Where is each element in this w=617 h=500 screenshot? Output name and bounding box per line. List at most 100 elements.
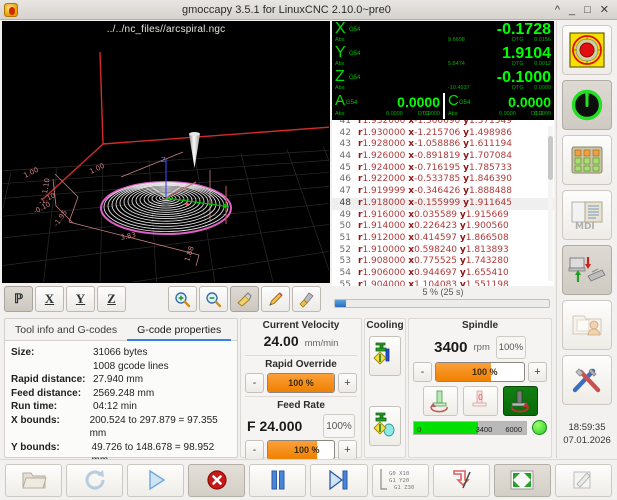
gcode-line-text: r1.908000 x0.775525 y1.743280 bbox=[358, 256, 509, 267]
gcode-line[interactable]: 52 r1.910000 x0.598240 y1.813893 bbox=[332, 245, 554, 257]
optional-stop-icon bbox=[453, 470, 471, 489]
stop-program-button[interactable] bbox=[188, 463, 246, 497]
view-y-button[interactable]: Y bbox=[66, 286, 95, 312]
gcode-line-text: r1.932000 x-1.360690 y1.371549 bbox=[358, 119, 512, 126]
digital-readout[interactable]: X G54 -0.1728 Abs 9.6698 DTG 0.0156 Y G5… bbox=[332, 21, 554, 119]
gcode-3d-preview[interactable]: 1.00 1.00 1.10 -1.10 -0.10 -1.95 3.83 1.… bbox=[2, 21, 330, 283]
mdi-mode-button[interactable]: MDI bbox=[562, 190, 612, 240]
gcode-line[interactable]: 50 r1.914000 x0.226423 y1.900560 bbox=[332, 221, 554, 233]
linuxcnc-logo-icon bbox=[4, 2, 18, 17]
window-close-button[interactable]: ✕ bbox=[599, 3, 609, 16]
view-p-button[interactable]: ℙ bbox=[4, 286, 33, 312]
spindle-speed-bar-fill bbox=[414, 421, 478, 434]
clear-plot-button[interactable] bbox=[292, 286, 321, 312]
gcode-line[interactable]: 43 r1.928000 x-1.058886 y1.611194 bbox=[332, 139, 554, 151]
open-file-button[interactable] bbox=[5, 463, 63, 497]
block-delete-button[interactable]: G0 X10 G1 Y20 G1 Z30 bbox=[371, 463, 429, 497]
gcode-scrollbar[interactable] bbox=[548, 126, 553, 281]
gcode-line-text: r1.912000 x0.414597 y1.866508 bbox=[358, 232, 509, 243]
gcode-line[interactable]: 47 r1.919999 x-0.346426 y1.888488 bbox=[332, 186, 554, 198]
gcode-line[interactable]: 51 r1.912000 x0.414597 y1.866508 bbox=[332, 233, 554, 245]
dro-row-y[interactable]: Y G54 1.9104 Abs 5.8474 DTG 0.0012 bbox=[332, 44, 554, 69]
zoom-in-button[interactable] bbox=[168, 286, 197, 312]
mist-coolant-button[interactable] bbox=[369, 406, 401, 446]
gcode-scrollbar-thumb[interactable] bbox=[548, 136, 553, 180]
edit-file-button[interactable] bbox=[261, 286, 290, 312]
cooling-panel: Cooling bbox=[364, 318, 406, 458]
view-z-button[interactable]: Z bbox=[97, 286, 126, 312]
view-x-button[interactable]: X bbox=[35, 286, 64, 312]
gcode-line[interactable]: 54 r1.906000 x0.944697 y1.655410 bbox=[332, 268, 554, 280]
manual-mode-button[interactable] bbox=[562, 135, 612, 185]
spindle-percent-box[interactable]: 100% bbox=[495, 335, 526, 359]
gcode-line[interactable]: 42 r1.930000 x-1.215706 y1.498986 bbox=[332, 128, 554, 140]
flood-coolant-button[interactable] bbox=[369, 336, 401, 376]
zoom-out-button[interactable] bbox=[199, 286, 228, 312]
settings-button[interactable] bbox=[562, 355, 612, 405]
dimension-tool-icon bbox=[237, 291, 252, 307]
spindle-bar-max: 6000 bbox=[505, 424, 522, 434]
tab-gcode-properties[interactable]: G-code properties bbox=[127, 319, 231, 341]
gcode-line[interactable]: 48 r1.918000 x-0.155999 y1.911645 bbox=[332, 197, 554, 210]
show-dimensions-button[interactable] bbox=[230, 286, 259, 312]
gcode-line[interactable]: 53 r1.908000 x0.775525 y1.743280 bbox=[332, 256, 554, 268]
estop-button[interactable] bbox=[562, 25, 612, 75]
feed-rate-percent-box[interactable]: 100% bbox=[323, 414, 355, 438]
spindle-override-minus-button[interactable]: - bbox=[413, 362, 432, 382]
feed-override-slider[interactable]: 100 % bbox=[267, 440, 335, 460]
step-program-button[interactable] bbox=[310, 463, 368, 497]
spindle-direction-row: 0 bbox=[409, 383, 551, 416]
feed-override-plus-button[interactable]: + bbox=[338, 440, 357, 460]
spindle-stop-button[interactable]: 0 bbox=[462, 386, 498, 416]
dro-axis-c-dtg-label: DTG bbox=[531, 111, 543, 117]
dro-rotary-axes: A G54 0.0000 Abs 0.0000 DTG 0.0000 C G54… bbox=[332, 92, 554, 119]
auto-mode-button[interactable] bbox=[562, 245, 612, 295]
gcode-line[interactable]: 44 r1.926000 x-0.891819 y1.707084 bbox=[332, 151, 554, 163]
gcode-line-text: r1.924000 x-0.716195 y1.785733 bbox=[358, 162, 512, 173]
feed-override-minus-button[interactable]: - bbox=[245, 440, 264, 460]
gcode-line[interactable]: 55 r1.904000 x1.104083 y1.551198 bbox=[332, 280, 554, 286]
gcode-line-text: r1.926000 x-0.891819 y1.707084 bbox=[358, 151, 512, 162]
reload-file-button[interactable] bbox=[66, 463, 124, 497]
dro-row-x[interactable]: X G54 -0.1728 Abs 9.6698 DTG 0.0156 bbox=[332, 21, 554, 45]
spindle-override-slider[interactable]: 100 % bbox=[435, 362, 525, 382]
dro-axis-c-letter: C bbox=[448, 92, 459, 109]
spindle-ccw-button[interactable] bbox=[422, 386, 458, 416]
gcode-line[interactable]: 46 r1.922000 x-0.533785 y1.846390 bbox=[332, 174, 554, 186]
rapid-override-slider[interactable]: 100 % bbox=[267, 373, 335, 393]
edit-gcode-button[interactable] bbox=[554, 463, 612, 497]
gcode-line[interactable]: 49 r1.916000 x0.035589 y1.915669 bbox=[332, 210, 554, 222]
dro-axis-x-offset: G54 bbox=[349, 27, 361, 33]
dro-row-z[interactable]: Z G54 -0.1000 Abs -10.4937 DTG 0.0000 bbox=[332, 68, 554, 93]
dro-axis-x-abs-value: 9.6698 bbox=[448, 37, 465, 43]
optional-stop-button[interactable] bbox=[432, 463, 490, 497]
gcode-line-text: r1.922000 x-0.533785 y1.846390 bbox=[358, 174, 512, 185]
rapid-override-fill bbox=[268, 374, 334, 392]
dro-axis-a-offset: G54 bbox=[346, 100, 358, 106]
info-panel: Tool info and G-codes G-code properties … bbox=[4, 318, 238, 493]
gcode-source-list[interactable]: 41 r1.932000 x-1.360690 y1.371549 42 r1.930… bbox=[332, 119, 554, 286]
spindle-cw-button[interactable] bbox=[502, 386, 538, 416]
dro-row-c[interactable]: C G54 0.0000 Abs 0.0000 DTG 0.0000 bbox=[443, 92, 554, 119]
window-minimize-button[interactable]: _ bbox=[569, 3, 576, 16]
rapid-override-plus-button[interactable]: + bbox=[338, 373, 357, 393]
pause-program-button[interactable] bbox=[249, 463, 307, 497]
user-tabs-button[interactable] bbox=[562, 300, 612, 350]
window-maximize-button[interactable]: ^ bbox=[554, 3, 560, 16]
fullscreen-button[interactable] bbox=[493, 463, 551, 497]
gcode-property-value: 27.940 mm bbox=[93, 374, 144, 385]
dro-row-a[interactable]: A G54 0.0000 Abs 0.0000 DTG 0.0000 bbox=[332, 92, 443, 119]
svg-text:0: 0 bbox=[478, 393, 483, 402]
gcode-line[interactable]: 45 r1.924000 x-0.716195 y1.785733 bbox=[332, 163, 554, 175]
dro-axis-y-letter: Y bbox=[335, 44, 346, 61]
rapid-override-minus-button[interactable]: - bbox=[245, 373, 264, 393]
spindle-override-plus-button[interactable]: + bbox=[528, 362, 547, 382]
dro-axis-y-dtg-label: DTG bbox=[512, 61, 524, 67]
machine-power-button[interactable] bbox=[562, 80, 612, 130]
gcode-line[interactable]: 41 r1.932000 x-1.360690 y1.371549 bbox=[332, 119, 554, 128]
tools-wrench-screwdriver-icon bbox=[572, 368, 601, 393]
tab-tool-info-and-gcodes[interactable]: Tool info and G-codes bbox=[15, 324, 118, 336]
run-program-button[interactable] bbox=[127, 463, 185, 497]
window-restore-button[interactable]: □ bbox=[584, 3, 591, 16]
gcode-line-number: 49 bbox=[339, 209, 351, 220]
